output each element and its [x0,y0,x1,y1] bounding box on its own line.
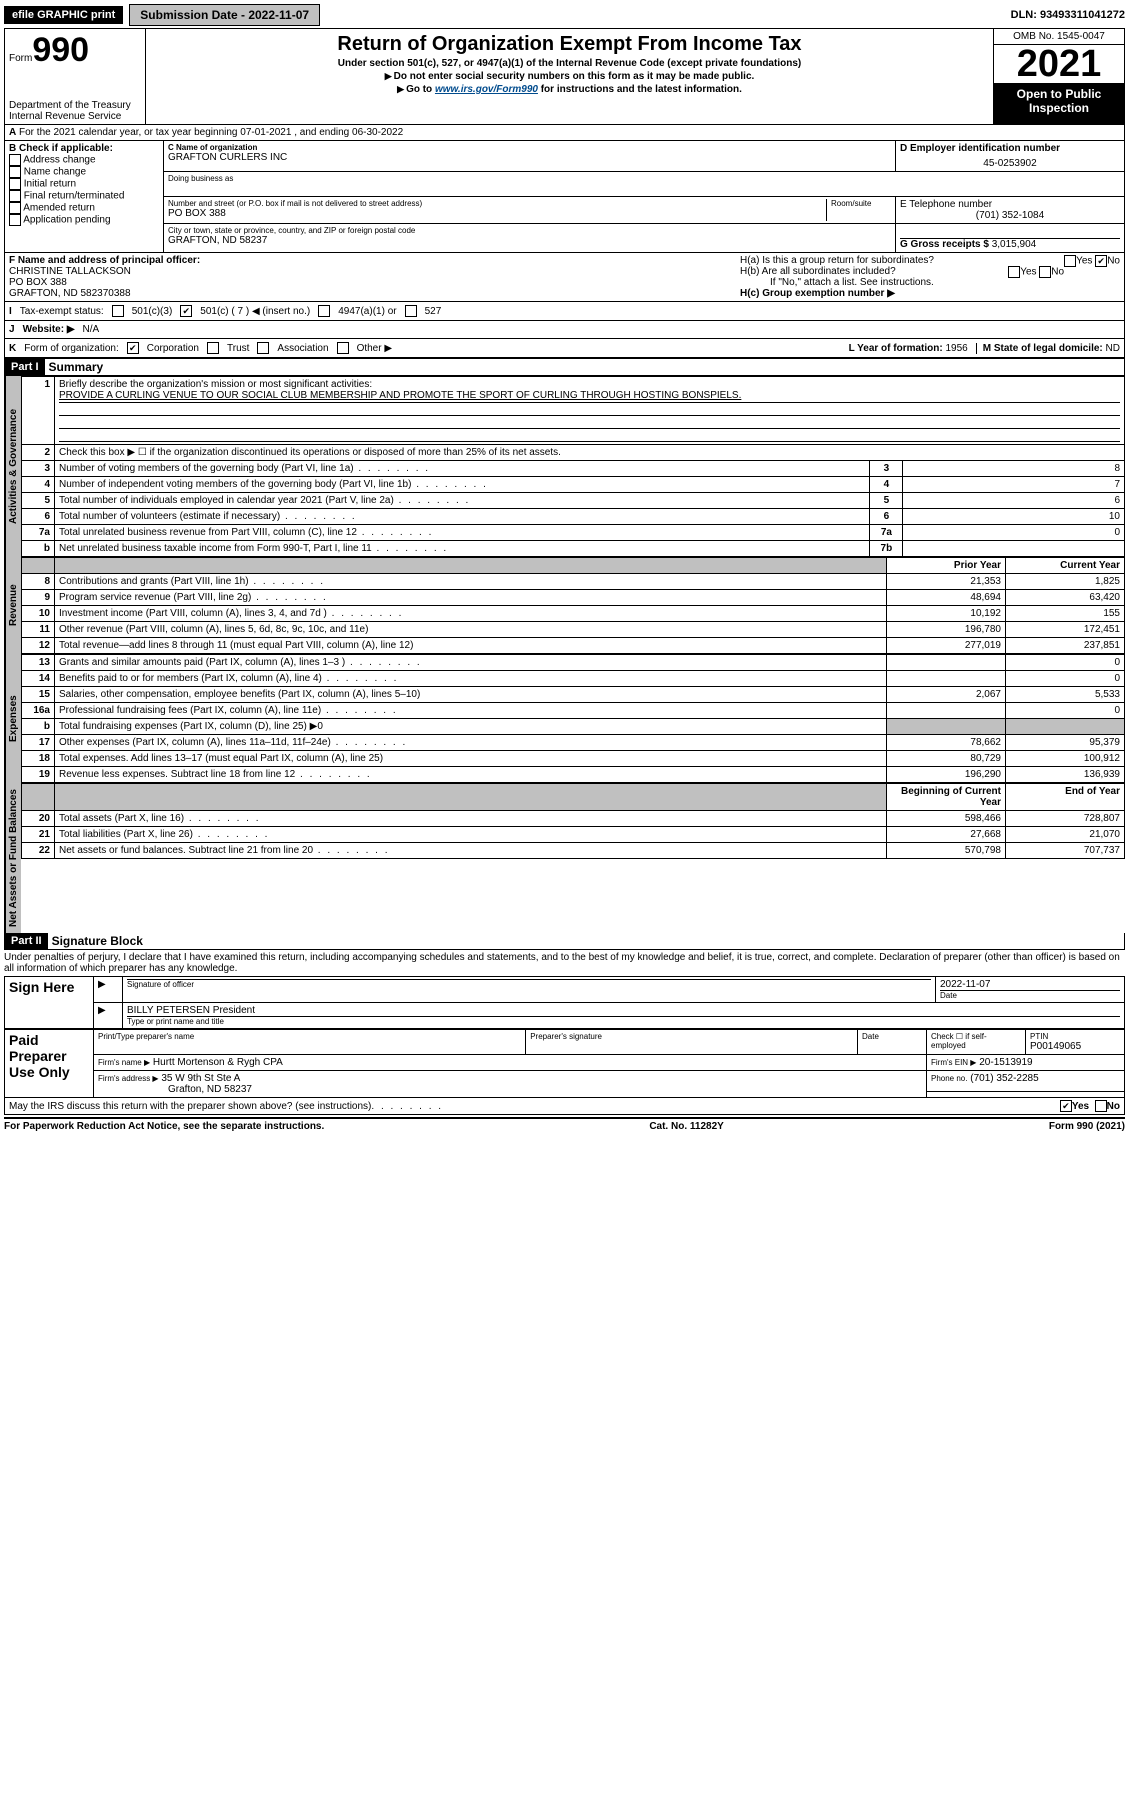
ha-no-checkbox[interactable]: ✔ [1095,255,1107,267]
header-sub2: Do not enter social security numbers on … [394,71,755,82]
tab-revenue: Revenue [5,557,21,654]
tab-expenses: Expenses [5,654,21,783]
other-checkbox[interactable] [337,342,349,354]
dept-label: Department of the Treasury [9,100,139,111]
trust-checkbox[interactable] [207,342,219,354]
header-right: OMB No. 1545-0047 2021 Open to Public In… [993,29,1124,124]
part1-header: Part I [5,359,45,375]
sign-here-table: Sign Here ▶ Signature of officer 2022-11… [4,976,1125,1029]
hb-yes-checkbox[interactable] [1008,266,1020,278]
header-sub1: Under section 501(c), 527, or 4947(a)(1)… [152,58,987,69]
part1-title: Summary [49,360,104,374]
tax-year: 2021 [994,45,1124,84]
col-b: B Check if applicable: Address change Na… [5,141,164,252]
form-number-box: Form990 Department of the Treasury Inter… [5,29,146,124]
form-number: 990 [32,31,89,69]
part2-title: Signature Block [52,934,143,948]
footer: For Paperwork Reduction Act Notice, see … [4,1117,1125,1132]
section-bc: B Check if applicable: Address change Na… [4,141,1125,253]
form-header: Form990 Department of the Treasury Inter… [4,28,1125,125]
col-cde: C Name of organization GRAFTON CURLERS I… [164,141,1124,252]
assoc-checkbox[interactable] [257,342,269,354]
dln-label: DLN: 93493311041272 [1011,9,1125,21]
header-sub3-post: for instructions and the latest informat… [538,84,742,95]
527-checkbox[interactable] [405,305,417,317]
tab-net-assets: Net Assets or Fund Balances [5,783,21,933]
irs-link[interactable]: www.irs.gov/Form990 [435,84,538,95]
501c-checkbox[interactable]: ✔ [180,305,192,317]
4947-checkbox[interactable] [318,305,330,317]
501c3-checkbox[interactable] [112,305,124,317]
tab-governance: Activities & Governance [5,376,21,557]
section-fh: F Name and address of principal officer:… [4,253,1125,302]
top-bar: efile GRAPHIC print Submission Date - 20… [4,4,1125,26]
form-title: Return of Organization Exempt From Incom… [152,33,987,56]
ha-yes-checkbox[interactable] [1064,255,1076,267]
header-sub3-pre: Go to [406,84,435,95]
line-a: A For the 2021 calendar year, or tax yea… [4,125,1125,141]
part2-header: Part II [5,933,48,949]
corp-checkbox[interactable]: ✔ [127,342,139,354]
open-public-badge: Open to Public Inspection [994,84,1124,124]
submission-date-button[interactable]: Submission Date - 2022-11-07 [129,4,320,26]
hb-no-checkbox[interactable] [1039,266,1051,278]
discuss-yes-checkbox[interactable]: ✔ [1060,1100,1072,1112]
header-center: Return of Organization Exempt From Incom… [146,29,993,124]
preparer-table: Paid Preparer Use Only Print/Type prepar… [4,1029,1125,1098]
discuss-no-checkbox[interactable] [1095,1100,1107,1112]
declaration: Under penalties of perjury, I declare th… [4,950,1125,976]
service-label: Internal Revenue Service [9,111,139,122]
efile-print-button[interactable]: efile GRAPHIC print [4,6,123,24]
form-prefix: Form [9,53,32,64]
